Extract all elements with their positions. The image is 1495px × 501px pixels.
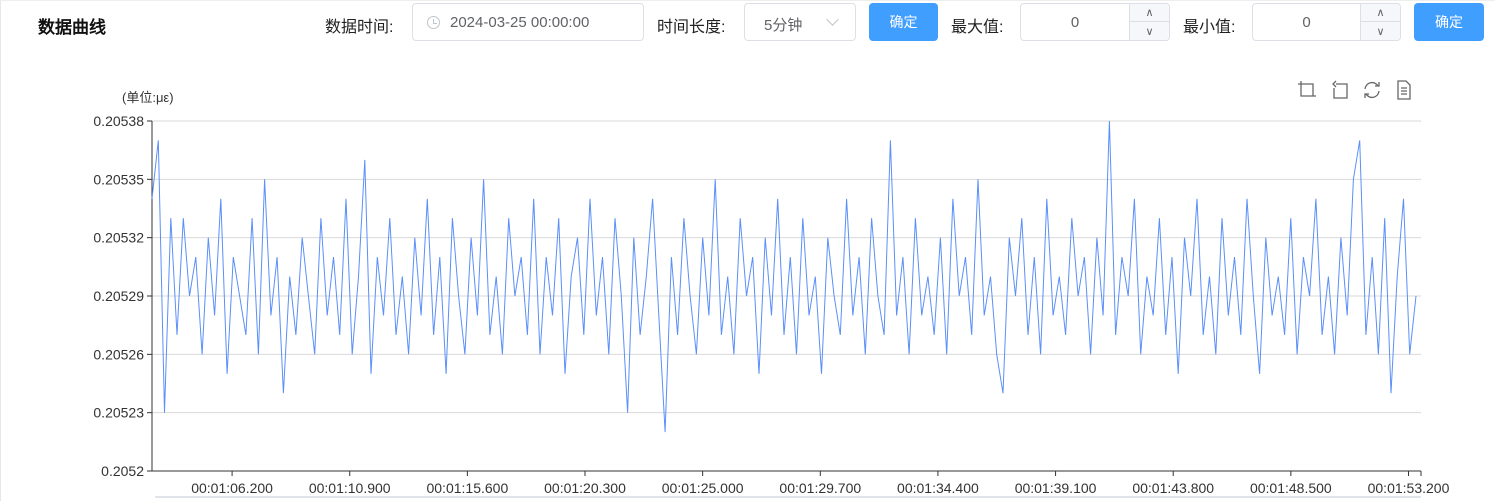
duration-select[interactable]: 5分钟 [744,3,856,41]
data-view-icon[interactable] [1394,80,1414,100]
restore-icon[interactable] [1362,80,1382,100]
x-tick-label: 00:01:34.400 [897,480,979,496]
zoom-icon[interactable] [1297,80,1317,100]
data-time-picker[interactable]: 2024-03-25 00:00:00 [412,3,644,41]
data-time-label: 数据时间: [325,19,394,36]
max-label: 最大值: [951,19,1004,36]
page-title: 数据曲线 [38,18,106,37]
y-tick-label: 0.2052 [101,463,144,479]
max-decrease-button[interactable]: ∨ [1129,22,1169,40]
confirm-time-button[interactable]: 确定 [869,3,938,41]
x-tick-label: 00:01:39.100 [1015,480,1097,496]
x-tick-label: 00:01:15.600 [426,480,508,496]
min-label: 最小值: [1183,19,1236,36]
x-tick-label: 00:01:25.000 [662,480,744,496]
y-tick-label: 0.20526 [93,346,144,362]
x-tick-label: 00:01:10.900 [309,480,391,496]
series-line [151,120,1417,433]
max-value: 0 [1070,14,1080,31]
min-value: 0 [1302,14,1311,31]
x-tick-label: 00:01:06.200 [191,480,273,496]
max-value-input[interactable]: 0 ∧ ∨ [1020,3,1170,41]
x-tick-label: 00:01:20.300 [544,480,626,496]
confirm-range-button[interactable]: 确定 [1414,3,1484,41]
y-tick-label: 0.20523 [93,405,144,421]
unit-label: (单位:με) [122,90,174,105]
duration-value: 5分钟 [764,17,803,34]
x-tick-label: 00:01:43.800 [1132,480,1214,496]
x-tick-label: 00:01:53.200 [1368,480,1450,496]
x-tick-label: 00:01:29.700 [779,480,861,496]
y-tick-label: 0.20532 [93,230,144,246]
duration-label: 时间长度: [657,19,726,36]
min-decrease-button[interactable]: ∨ [1360,22,1400,40]
zoom-reset-icon[interactable] [1330,80,1350,100]
data-time-value: 2024-03-25 00:00:00 [450,14,590,31]
max-increase-button[interactable]: ∧ [1129,4,1169,22]
min-increase-button[interactable]: ∧ [1360,4,1400,22]
y-tick-label: 0.20529 [93,288,144,304]
y-tick-label: 0.20538 [93,113,144,129]
x-tick-label: 00:01:48.500 [1250,480,1332,496]
y-tick-label: 0.20535 [93,171,144,187]
clock-icon [427,16,440,29]
min-value-input[interactable]: 0 ∧ ∨ [1252,3,1401,41]
